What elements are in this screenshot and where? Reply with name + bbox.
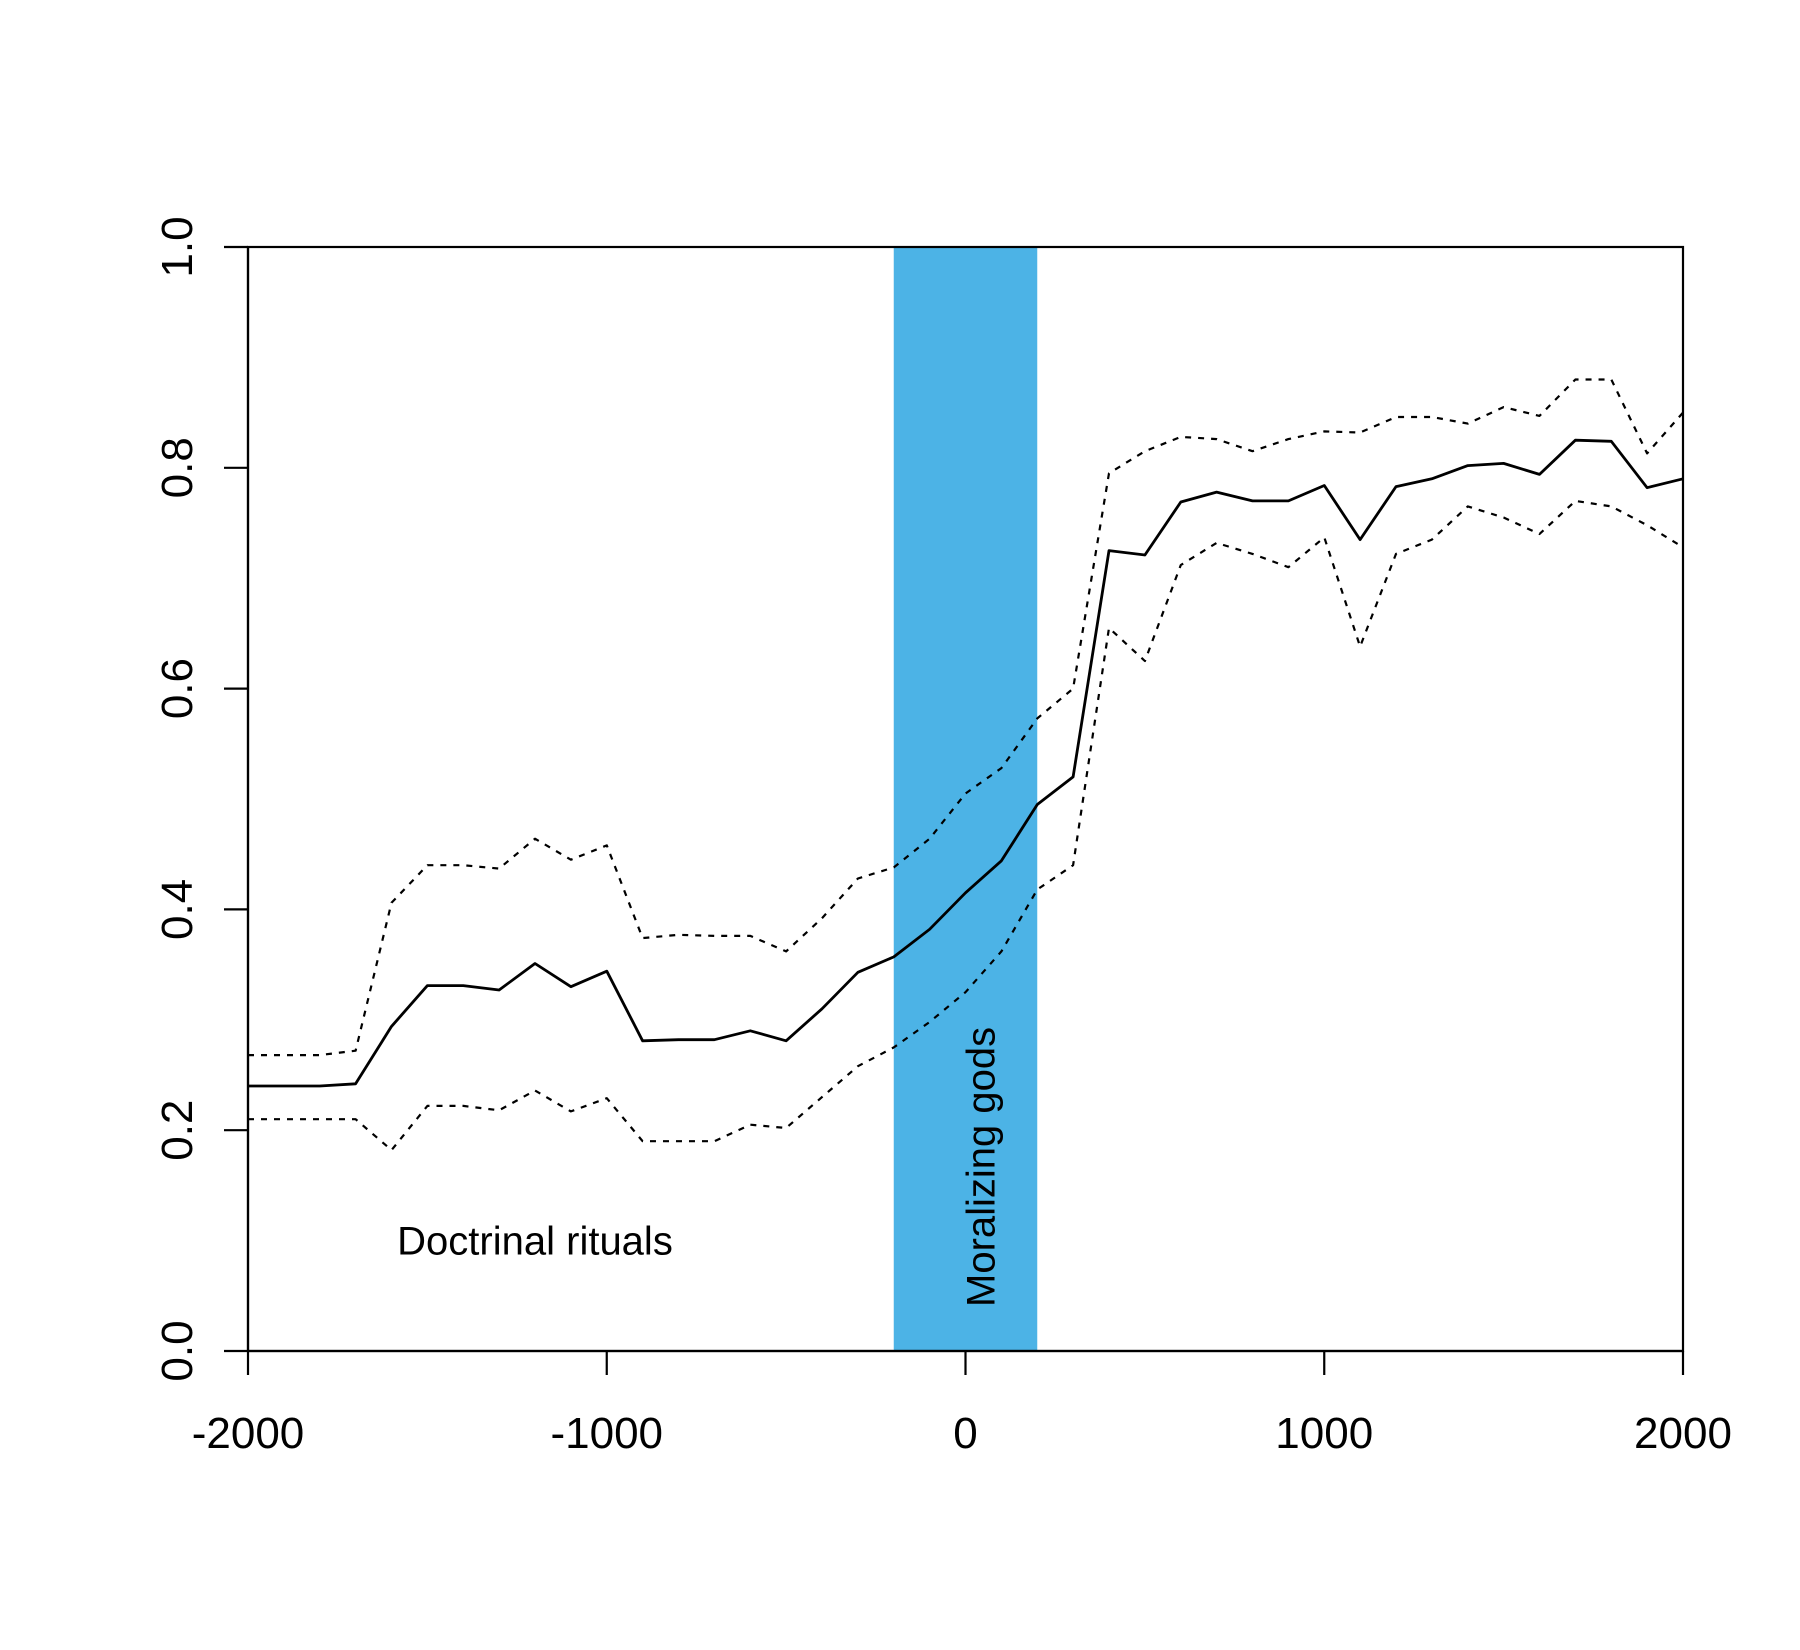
shaded-region [893,247,1038,1351]
x-tick-label: -2000 [192,1409,305,1458]
series-layer [248,378,1684,1152]
x-tick-label: 0 [953,1409,977,1458]
y-tick-label: 0.8 [153,437,202,498]
y-tick-label: 0.0 [153,1320,202,1381]
mean-line [248,438,1684,1088]
y-axis: 0.0 0.2 0.4 0.6 0.8 1.0 [153,216,250,1382]
lower-bound-line [248,499,1684,1152]
annotation-doctrinal-rituals: Doctrinal rituals [397,1220,673,1264]
x-tick-label: 2000 [1634,1409,1732,1458]
x-tick-label: 1000 [1275,1409,1373,1458]
y-tick-label: 0.4 [153,879,202,940]
x-axis: -2000 -1000 0 1000 2000 [192,1349,1732,1458]
y-tick-label: 1.0 [153,216,202,277]
y-tick-label: 0.6 [153,658,202,719]
shaded-region-label: Moralizing gods [960,1027,1004,1307]
x-tick-label: -1000 [550,1409,663,1458]
y-tick-label: 0.2 [153,1100,202,1161]
